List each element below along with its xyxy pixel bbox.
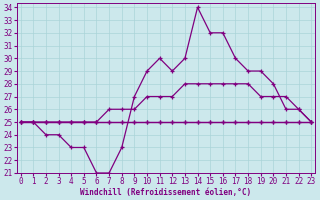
X-axis label: Windchill (Refroidissement éolien,°C): Windchill (Refroidissement éolien,°C) xyxy=(80,188,252,197)
